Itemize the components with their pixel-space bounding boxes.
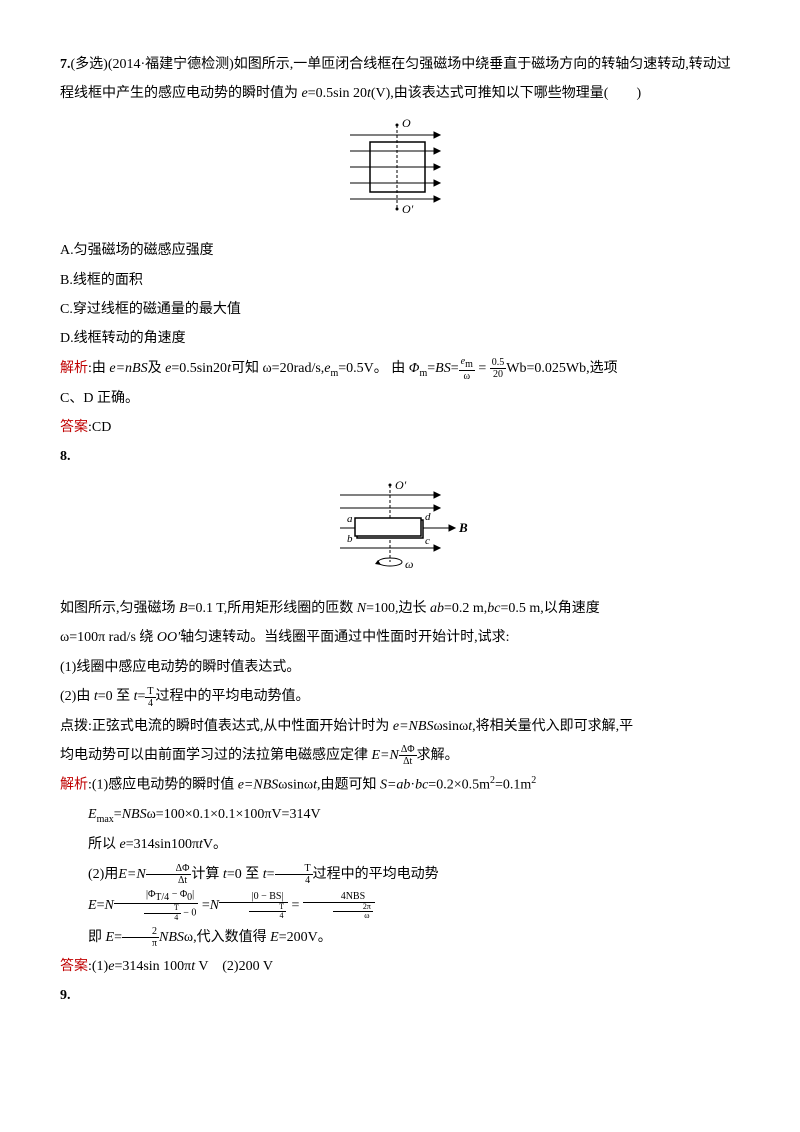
q8-p1: 如图所示,匀强磁场 B=0.1 T,所用矩形线圈的匝数 N=100,边长 ab=… <box>60 594 740 623</box>
svg-text:c: c <box>425 535 430 547</box>
svg-text:d: d <box>425 511 431 523</box>
svg-text:b: b <box>347 533 353 545</box>
q7-optB: B.线框的面积 <box>60 266 740 295</box>
q7-num: 7. <box>60 57 71 72</box>
q8-figure: O' a b c d B ω <box>60 480 740 586</box>
q8-sub2: (2)由 t=0 至 t=T4过程中的平均电动势值。 <box>60 682 740 711</box>
svg-text:B: B <box>458 520 468 535</box>
q7-optC: C.穿过线框的磁通量的最大值 <box>60 295 740 324</box>
q7-stem: 7.(多选)(2014·福建宁德检测)如图所示,一单匝闭合线框在匀强磁场中绕垂直… <box>60 50 740 109</box>
q7-figure: O O' <box>60 117 740 228</box>
svg-text:ω: ω <box>405 557 413 571</box>
q7-answer: 答案:CD <box>60 413 740 442</box>
q9-num: 9. <box>60 981 740 1010</box>
q8-hint2: 均电动势可以由前面学习过的法拉第电磁感应定律 E=NΔΦΔt求解。 <box>60 741 740 770</box>
analysis-label: 解析 <box>60 778 88 793</box>
q8-eqline: E=N|ΦT/4 − Φ0|T4 − 0 =N|0 − BS|T4 = 4NBS… <box>60 889 740 923</box>
q8-hint: 点拨:正弦式电流的瞬时值表达式,从中性面开始计时为 e=NBSωsinωt,将相… <box>60 712 740 741</box>
svg-text:O': O' <box>395 480 407 492</box>
svg-text:O': O' <box>402 202 414 216</box>
svg-text:O: O <box>402 117 411 130</box>
analysis-label: 解析 <box>60 361 88 376</box>
q8-so: 所以 e=314sin100πtV。 <box>60 830 740 859</box>
q7-optD: D.线框转动的角速度 <box>60 324 740 353</box>
answer-label: 答案 <box>60 959 88 974</box>
q8-sub1: (1)线圈中感应电动势的瞬时值表达式。 <box>60 653 740 682</box>
q8-num: 8. <box>60 442 740 471</box>
q8-answer: 答案:(1)e=314sin 100πt V (2)200 V <box>60 952 740 981</box>
q8-final: 即 E=2πNBSω,代入数值得 E=200V。 <box>60 923 740 952</box>
q8-emax: Emax=NBSω=100×0.1×0.1×100πV=314V <box>60 800 740 830</box>
q8-analysis: 解析:(1)感应电动势的瞬时值 e=NBSωsinωt,由题可知 S=ab·bc… <box>60 770 740 800</box>
q7-analysis: 解析:由 e=nBS及 e=0.5sin20t可知 ω=20rad/s,em=0… <box>60 354 740 384</box>
answer-label: 答案 <box>60 420 88 435</box>
q8-part2: (2)用E=NΔΦΔt计算 t=0 至 t=T4过程中的平均电动势 <box>60 860 740 889</box>
q8-p2: ω=100π rad/s 绕 OO'轴匀速转动。当线圈平面通过中性面时开始计时,… <box>60 623 740 652</box>
q7-analysis-2: C、D 正确。 <box>60 384 740 413</box>
q7-optA: A.匀强磁场的磁感应强度 <box>60 236 740 265</box>
svg-text:a: a <box>347 513 353 525</box>
